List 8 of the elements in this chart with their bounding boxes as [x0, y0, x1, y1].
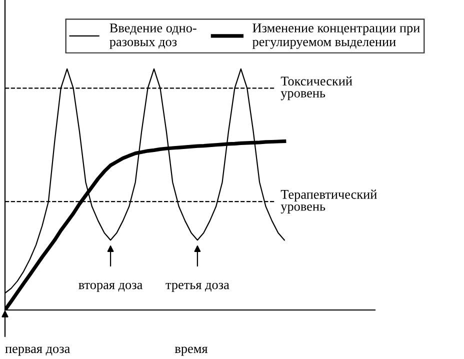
x-axis-title: время [174, 346, 208, 356]
ref-line-label: Терапевтический уровень [280, 190, 377, 214]
legend-label: Введение одно- разовых доз [110, 24, 196, 49]
annotation: вторая доза [78, 282, 142, 292]
legend-label: Изменение концентрации при регулируемом выделении [252, 24, 420, 49]
annotation: третья доза [166, 282, 230, 292]
text: первая доза [5, 346, 70, 356]
ref-line-label: Токсический уровень [280, 76, 352, 100]
